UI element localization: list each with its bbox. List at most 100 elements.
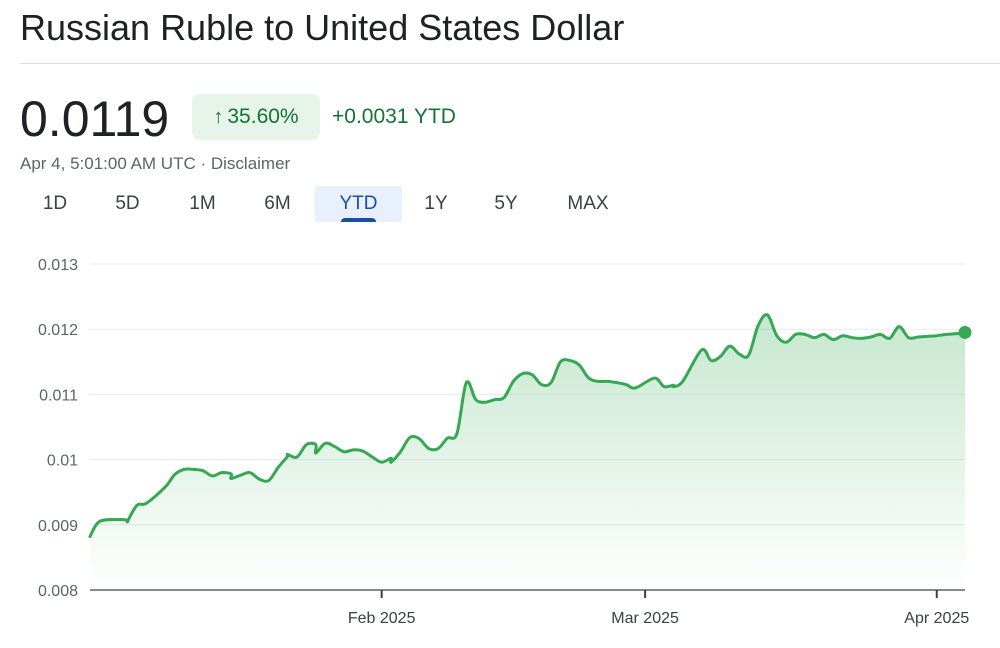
data-point xyxy=(474,398,477,401)
data-point xyxy=(540,383,543,386)
y-tick-label: 0.011 xyxy=(39,387,78,404)
data-point xyxy=(314,452,317,455)
area-fill-layer xyxy=(90,314,965,590)
data-point xyxy=(757,324,760,327)
tab-5d[interactable]: 5D xyxy=(90,186,165,222)
data-point xyxy=(295,455,298,458)
data-point xyxy=(841,334,844,337)
data-point xyxy=(493,398,496,401)
data-point xyxy=(418,437,421,440)
data-point xyxy=(427,447,430,450)
data-point xyxy=(578,364,581,367)
disclaimer-link[interactable]: Disclaimer xyxy=(210,154,291,173)
data-point xyxy=(926,335,929,338)
tab-ytd[interactable]: YTD xyxy=(315,186,402,222)
data-point xyxy=(201,469,204,472)
tab-label: 1D xyxy=(42,193,68,214)
data-point xyxy=(98,520,101,523)
data-point xyxy=(681,380,684,383)
data-point xyxy=(728,345,731,348)
data-point xyxy=(352,448,355,451)
line-layer xyxy=(88,313,967,539)
data-point xyxy=(672,385,675,388)
data-point xyxy=(709,359,712,362)
data-point xyxy=(615,381,618,384)
tab-label: 5D xyxy=(115,193,140,214)
data-point xyxy=(126,519,129,522)
tab-1y[interactable]: 1Y xyxy=(402,186,470,222)
arrow-up-icon: ↑ xyxy=(213,105,224,128)
tab-1m[interactable]: 1M xyxy=(165,186,240,222)
data-point xyxy=(587,377,590,380)
data-point xyxy=(804,333,807,336)
data-point xyxy=(568,359,571,362)
data-point xyxy=(286,453,289,456)
data-point xyxy=(521,372,524,375)
data-point xyxy=(794,333,797,336)
latest-point xyxy=(958,325,972,339)
data-point xyxy=(446,437,449,440)
data-point xyxy=(869,336,872,339)
x-tick-label: Feb 2025 xyxy=(348,610,416,627)
y-axis: 0.013 0.012 0.011 0.01 0.009 0.008 xyxy=(38,257,78,600)
data-point xyxy=(380,461,383,464)
data-point xyxy=(164,485,167,488)
absolute-change: +0.0031 YTD xyxy=(332,105,456,128)
range-tabs: 1D 5D 1M 6M YTD 1Y 5Y MAX xyxy=(20,186,634,222)
x-tick-label: Apr 2025 xyxy=(904,610,969,627)
data-point xyxy=(738,352,741,355)
data-point xyxy=(606,380,609,383)
data-point xyxy=(700,349,703,352)
data-point xyxy=(813,336,816,339)
tab-label: YTD xyxy=(339,193,378,214)
y-tick-label: 0.012 xyxy=(38,322,78,339)
data-point xyxy=(653,377,656,380)
data-point xyxy=(484,401,487,404)
data-point xyxy=(145,502,148,505)
price-chart[interactable]: 0.013 0.012 0.011 0.01 0.009 0.008 Feb 2025 Ma… xyxy=(0,240,1000,648)
data-point xyxy=(719,355,722,358)
tab-5y[interactable]: 5Y xyxy=(470,186,542,222)
data-point xyxy=(314,443,317,446)
data-point xyxy=(935,334,938,337)
data-point xyxy=(173,473,176,476)
data-point xyxy=(625,383,628,386)
data-points xyxy=(89,324,972,538)
data-point xyxy=(390,457,393,460)
data-point xyxy=(305,443,308,446)
data-point xyxy=(333,445,336,448)
current-price: 0.0119 xyxy=(20,91,170,147)
data-point xyxy=(89,535,92,538)
data-point xyxy=(248,471,251,474)
tab-1d[interactable]: 1D xyxy=(20,186,90,222)
tab-6m[interactable]: 6M xyxy=(240,186,315,222)
data-point xyxy=(879,333,882,336)
data-point xyxy=(851,336,854,339)
tab-label: MAX xyxy=(567,193,609,214)
data-point xyxy=(192,468,195,471)
data-point xyxy=(324,442,327,445)
tab-label: 6M xyxy=(264,193,291,214)
x-axis: Feb 2025 Mar 2025 Apr 2025 xyxy=(90,589,969,627)
data-point xyxy=(888,337,891,340)
data-point xyxy=(907,336,910,339)
data-point xyxy=(550,381,553,384)
data-point xyxy=(465,381,468,384)
data-point xyxy=(361,450,364,453)
data-point xyxy=(117,518,120,521)
y-tick-label: 0.008 xyxy=(38,583,78,600)
data-point xyxy=(634,386,637,389)
data-point xyxy=(230,472,233,475)
area-fill xyxy=(90,314,965,590)
data-point xyxy=(954,332,957,335)
data-point xyxy=(662,385,665,388)
data-point xyxy=(945,333,948,336)
data-point xyxy=(597,380,600,383)
data-point xyxy=(898,325,901,328)
tab-max[interactable]: MAX xyxy=(542,186,634,222)
data-point xyxy=(860,337,863,340)
data-point xyxy=(747,354,750,357)
data-point xyxy=(531,373,534,376)
data-point xyxy=(211,474,214,477)
tab-label: 1Y xyxy=(424,193,448,214)
